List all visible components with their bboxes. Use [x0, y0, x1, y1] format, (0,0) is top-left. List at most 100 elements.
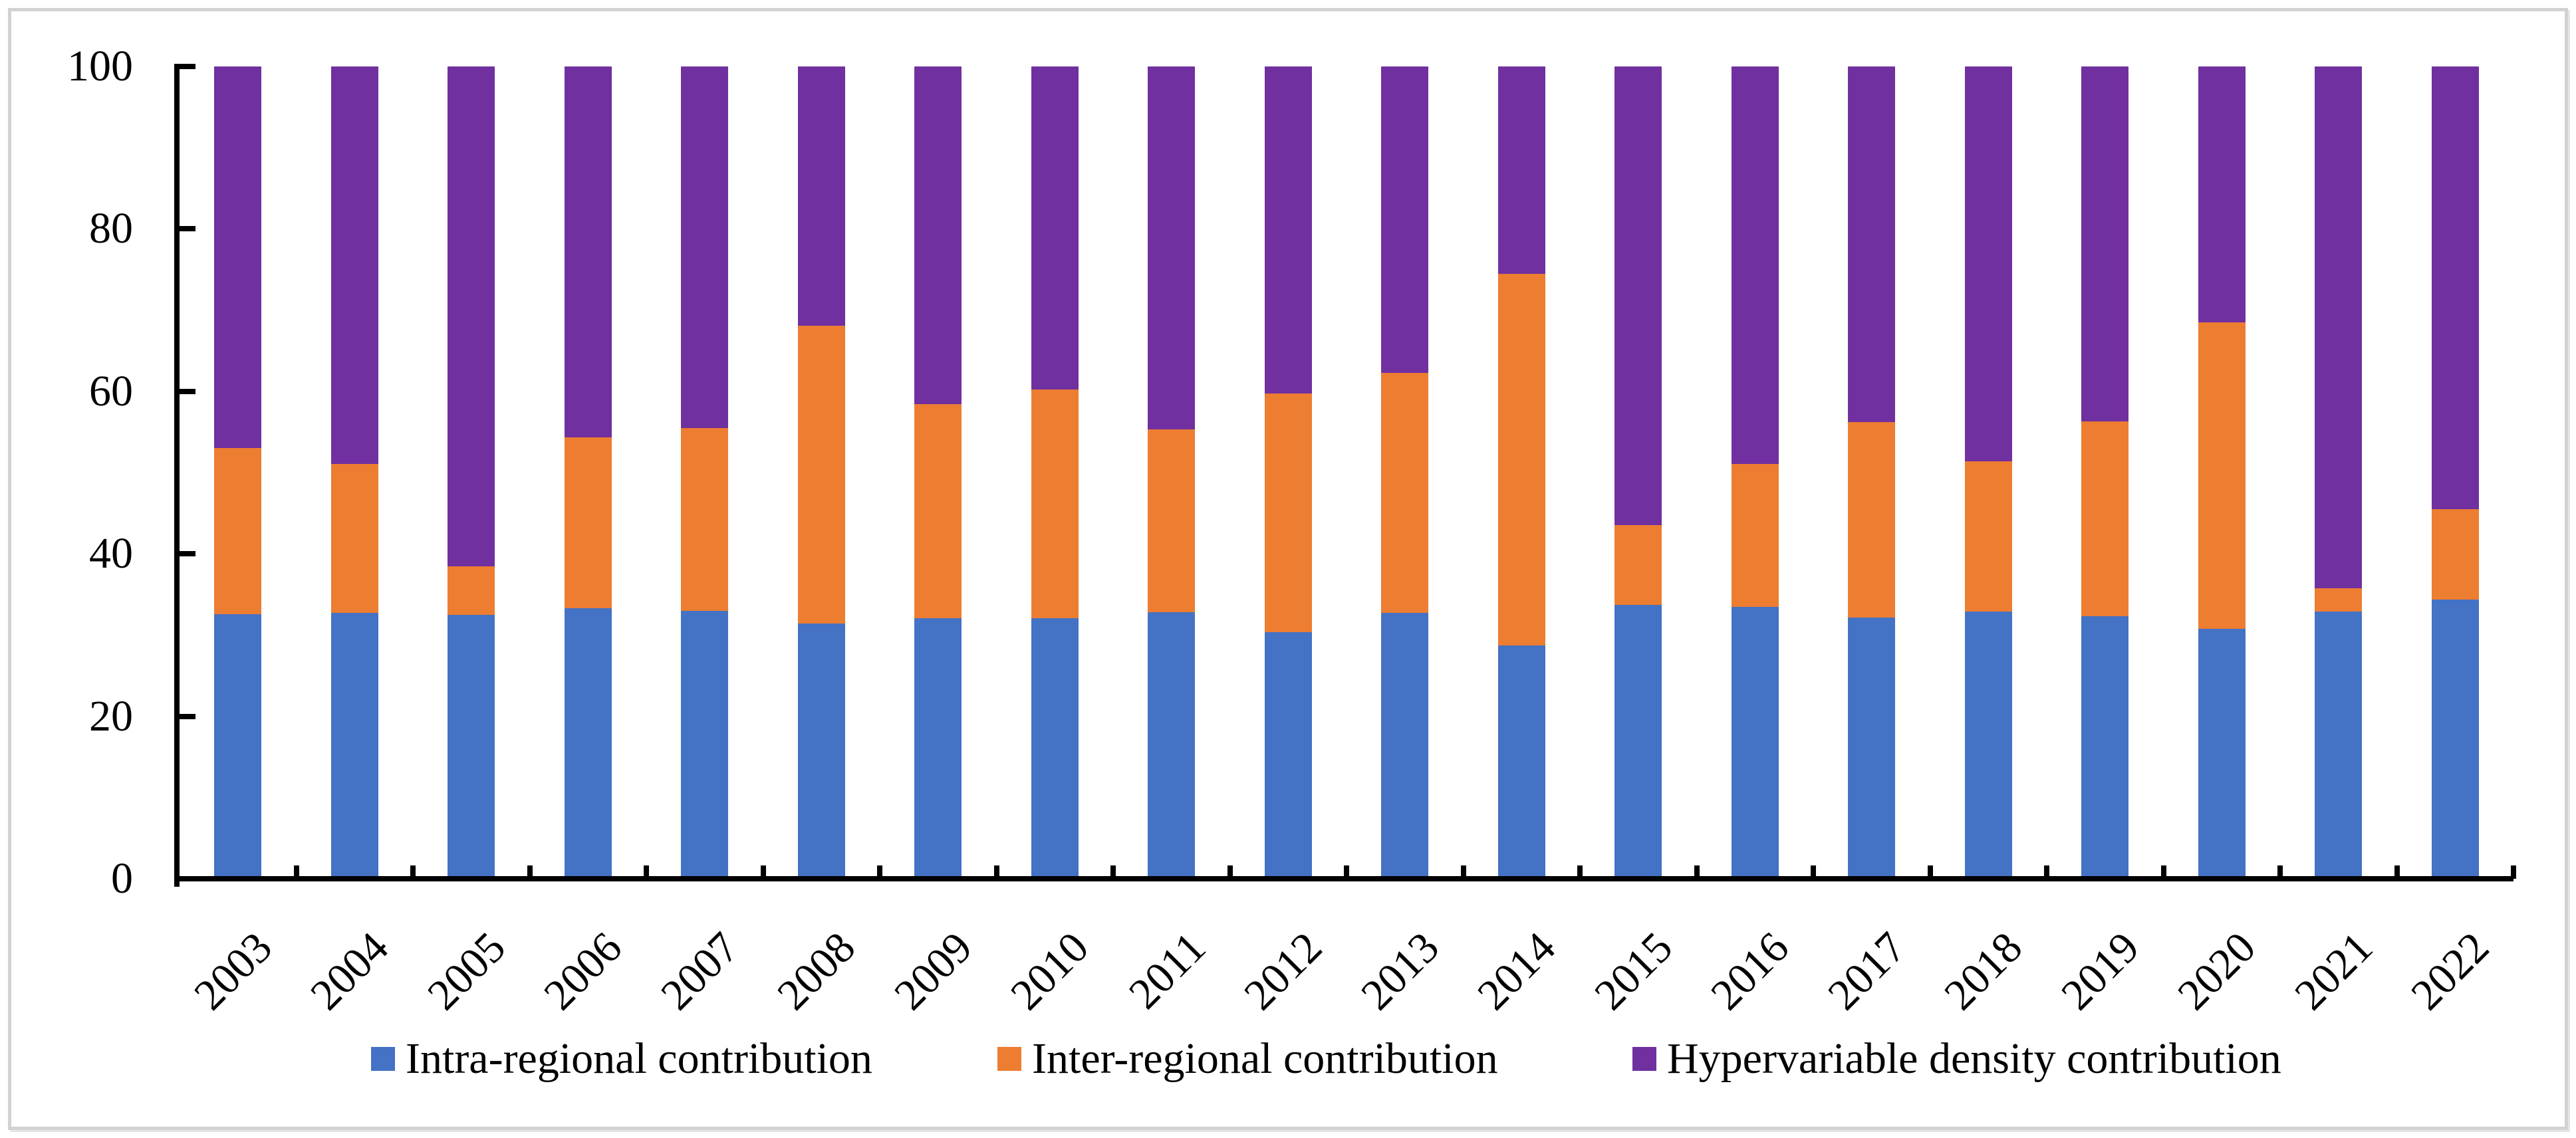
x-tick-label-2007: 2007	[651, 923, 748, 1020]
segment-hypervariable	[1148, 66, 1196, 430]
y-tick-label: 0	[111, 854, 133, 903]
x-axis-tick	[1577, 865, 1583, 879]
segment-intra-regional	[1148, 612, 1196, 879]
bar-2018	[1964, 66, 2012, 879]
x-tick-label-2021: 2021	[2285, 923, 2382, 1020]
segment-intra-regional	[1497, 645, 1545, 879]
y-tick-label: 80	[89, 204, 133, 253]
segment-hypervariable	[1964, 66, 2012, 461]
segment-inter-regional	[2431, 509, 2479, 600]
segment-intra-regional	[2198, 628, 2246, 879]
bar-2021	[2315, 66, 2363, 879]
segment-inter-regional	[448, 566, 495, 615]
x-tick-label-2004: 2004	[301, 923, 398, 1020]
x-axis-tick	[2160, 865, 2166, 879]
segment-hypervariable	[1614, 66, 1662, 526]
segment-intra-regional	[330, 613, 378, 879]
segment-hypervariable	[797, 66, 845, 326]
x-axis-tick	[2394, 865, 2400, 879]
y-axis-tick	[180, 551, 195, 557]
segment-hypervariable	[1731, 66, 1779, 464]
segment-intra-regional	[1848, 617, 1896, 879]
segment-inter-regional	[2315, 588, 2363, 612]
segment-intra-regional	[2081, 616, 2129, 879]
segment-hypervariable	[2315, 66, 2363, 588]
segment-intra-regional	[1964, 611, 2012, 879]
segment-inter-regional	[330, 463, 378, 614]
segment-intra-regional	[914, 618, 962, 879]
bar-2022	[2431, 66, 2479, 879]
segment-inter-regional	[797, 325, 845, 624]
segment-hypervariable	[914, 66, 962, 405]
y-axis-tick	[180, 876, 195, 881]
x-axis-tick	[1344, 865, 1349, 879]
x-tick-label-2022: 2022	[2402, 923, 2499, 1020]
x-axis-line	[174, 876, 2513, 881]
x-tick-label-2014: 2014	[1468, 923, 1565, 1020]
segment-hypervariable	[2198, 66, 2246, 322]
bar-2007	[681, 66, 729, 879]
bar-2006	[564, 66, 612, 879]
segment-inter-regional	[914, 404, 962, 618]
x-axis-tick	[2511, 865, 2516, 879]
segment-inter-regional	[214, 448, 262, 614]
bar-2012	[1264, 66, 1312, 879]
y-tick-label: 100	[67, 42, 133, 90]
segment-hypervariable	[1848, 66, 1896, 423]
bar-2016	[1731, 66, 1779, 879]
y-tick-label: 60	[89, 366, 133, 415]
segment-intra-regional	[797, 624, 845, 879]
bar-2005	[448, 66, 495, 879]
legend-item-hypervariable: Hypervariable density contribution	[1632, 1034, 2281, 1083]
x-tick-label-2020: 2020	[2168, 923, 2265, 1020]
x-axis-tick	[1460, 865, 1466, 879]
x-axis-tick	[1110, 865, 1116, 879]
x-axis-tick	[644, 865, 649, 879]
x-tick-label-2005: 2005	[418, 923, 515, 1020]
segment-intra-regional	[564, 608, 612, 879]
plot-area	[180, 66, 2516, 879]
x-tick-label-2012: 2012	[1235, 923, 1332, 1020]
segment-inter-regional	[1381, 372, 1429, 614]
y-axis-tick	[180, 226, 195, 232]
segment-inter-regional	[1964, 461, 2012, 612]
x-axis-tick	[2277, 865, 2283, 879]
x-axis-tick	[1694, 865, 1700, 879]
y-axis-line	[174, 64, 180, 887]
x-tick-label-2015: 2015	[1585, 923, 1682, 1020]
segment-inter-regional	[1148, 429, 1196, 613]
segment-inter-regional	[1848, 422, 1896, 618]
segment-inter-regional	[1614, 525, 1662, 606]
x-tick-label-2018: 2018	[1935, 923, 2032, 1020]
segment-intra-regional	[1264, 631, 1312, 879]
x-axis-tick	[760, 865, 766, 879]
segment-inter-regional	[1497, 273, 1545, 646]
segment-intra-regional	[2431, 599, 2479, 879]
legend-swatch-hypervariable-icon	[1632, 1047, 1656, 1071]
segment-inter-regional	[2081, 421, 2129, 617]
segment-intra-regional	[1731, 606, 1779, 879]
segment-intra-regional	[2315, 611, 2363, 879]
segment-inter-regional	[1031, 390, 1079, 618]
segment-inter-regional	[1264, 394, 1312, 632]
x-axis-tick	[877, 865, 882, 879]
segment-hypervariable	[1031, 66, 1079, 390]
x-tick-label-2011: 2011	[1119, 923, 1215, 1018]
legend-label: Hypervariable density contribution	[1667, 1034, 2281, 1083]
x-axis-tick	[410, 865, 416, 879]
bar-2017	[1848, 66, 1896, 879]
segment-inter-regional	[681, 427, 729, 611]
segment-hypervariable	[214, 66, 262, 449]
bar-2014	[1497, 66, 1545, 879]
x-tick-label-2019: 2019	[2051, 923, 2148, 1020]
bar-2008	[797, 66, 845, 879]
bar-2004	[330, 66, 378, 879]
y-tick-label: 40	[89, 529, 133, 578]
bar-2019	[2081, 66, 2129, 879]
segment-intra-regional	[1614, 605, 1662, 879]
bar-2015	[1614, 66, 1662, 879]
segment-inter-regional	[1731, 463, 1779, 607]
segment-intra-regional	[1381, 613, 1429, 879]
segment-hypervariable	[1264, 66, 1312, 394]
